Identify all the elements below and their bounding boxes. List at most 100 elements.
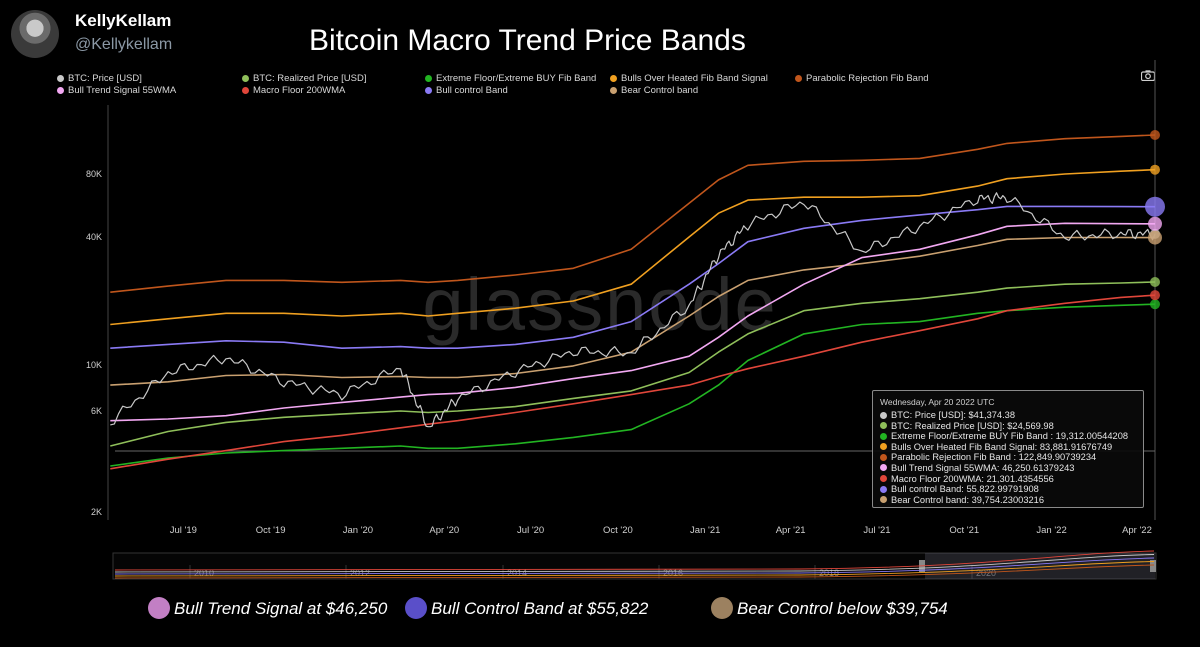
x-tick-label: Jan '20 [343, 525, 373, 536]
y-tick-label: 6K [91, 406, 102, 416]
x-tick-label: Oct '19 [256, 525, 286, 536]
legend-label: Parabolic Rejection Fib Band [806, 73, 929, 84]
legend-label: BTC: Realized Price [USD] [253, 73, 367, 84]
legend-item[interactable]: Extreme Floor/Extreme BUY Fib Band [425, 73, 596, 84]
legend-swatch [795, 74, 802, 82]
legend-item[interactable]: Bear Control band [610, 85, 698, 96]
tooltip-row: Bulls Over Heated Fib Band Signal: 83,88… [880, 442, 1136, 453]
series-line [110, 236, 1156, 386]
tooltip-row: Bull control Band: 55,822.99791908 [880, 484, 1136, 495]
tooltip-date: Wednesday, Apr 20 2022 UTC [880, 397, 995, 407]
legend-swatch [242, 86, 249, 94]
tooltip-row: BTC: Realized Price [USD]: $24,569.98 [880, 421, 1136, 432]
minimap-series-line [114, 557, 1155, 575]
legend-item[interactable]: Parabolic Rejection Fib Band [795, 73, 929, 84]
tooltip-row: Extreme Floor/Extreme BUY Fib Band : 19,… [880, 431, 1136, 442]
tooltip-swatch [880, 453, 887, 461]
series-line [110, 281, 1156, 447]
x-tick-label: Jan '21 [690, 525, 720, 536]
legend-item[interactable]: Macro Floor 200WMA [242, 85, 345, 96]
legend-item[interactable]: Bull control Band [425, 85, 508, 96]
legend-item[interactable]: BTC: Price [USD] [57, 73, 142, 84]
legend-swatch [57, 86, 64, 94]
legend-label: Bear Control band [621, 85, 699, 96]
tooltip-swatch [880, 422, 887, 430]
minimap-series-line [114, 561, 1155, 577]
display-name[interactable]: KellyKellam [75, 11, 172, 30]
annotation-bear-control: Bear Control below $39,754 [711, 597, 948, 619]
legend-swatch [610, 86, 617, 94]
legend-swatch [57, 74, 64, 82]
series-end-marker [1150, 130, 1160, 141]
tooltip-text: Bull control Band: 55,822.99791908 [891, 484, 1039, 495]
tooltip-text: Extreme Floor/Extreme BUY Fib Band : 19,… [891, 431, 1129, 442]
annotation-marker [148, 597, 170, 619]
series-end-marker [1150, 299, 1160, 310]
series-line [110, 294, 1156, 470]
legend-swatch [425, 86, 432, 94]
minimap-series-line [114, 550, 1155, 571]
legend-swatch [242, 74, 249, 82]
series-line [110, 134, 1156, 293]
series-end-marker [1150, 164, 1160, 175]
tooltip-text: Bear Control band: 39,754.23003216 [891, 494, 1045, 505]
x-tick-label: Jul '19 [170, 525, 197, 536]
tooltip-swatch [880, 475, 887, 483]
legend-label: BTC: Price [USD] [68, 73, 142, 84]
x-tick-label: Jul '20 [517, 525, 544, 536]
data-tooltip: Wednesday, Apr 20 2022 UTC BTC: Price [U… [872, 390, 1144, 508]
x-tick-label: Jan '22 [1036, 525, 1066, 536]
y-tick-label: 80K [86, 169, 102, 179]
tooltip-row: Bear Control band: 39,754.23003216 [880, 495, 1136, 506]
tooltip-swatch [880, 485, 887, 493]
series-line [110, 222, 1156, 422]
tooltip-text: Bull Trend Signal 55WMA: 46,250.61379243 [891, 462, 1075, 473]
legend-swatch [610, 74, 617, 82]
tooltip-swatch [880, 432, 887, 440]
y-tick-label: 2K [91, 507, 102, 517]
x-tick-label: Apr '22 [1122, 525, 1152, 536]
legend-label: Bull control Band [436, 85, 508, 96]
minimap-year-label: 2010 [194, 568, 214, 578]
tooltip-swatch [880, 464, 887, 472]
annotation-marker [711, 597, 733, 619]
legend-label: Extreme Floor/Extreme BUY Fib Band [436, 73, 597, 84]
tooltip-text: Parabolic Rejection Fib Band : 122,849.9… [891, 452, 1097, 463]
y-tick-label: 10K [86, 360, 102, 370]
legend-label: Bull Trend Signal 55WMA [68, 85, 177, 96]
legend-item[interactable]: Bulls Over Heated Fib Band Signal [610, 73, 768, 84]
tooltip-swatch [880, 411, 887, 419]
minimap-handle-right[interactable] [1150, 560, 1156, 572]
y-tick-label: 40K [86, 232, 102, 242]
legend-label: Macro Floor 200WMA [253, 85, 346, 96]
minimap-series-line [114, 554, 1155, 573]
tooltip-text: BTC: Realized Price [USD]: $24,569.98 [891, 420, 1054, 431]
legend-label: Bulls Over Heated Fib Band Signal [621, 73, 768, 84]
x-tick-label: Jul '21 [863, 525, 890, 536]
legend-item[interactable]: Bull Trend Signal 55WMA [57, 85, 176, 96]
series-line [110, 205, 1156, 349]
annotation-text: Bull Trend Signal at $46,250 [174, 599, 388, 618]
tooltip-swatch [880, 496, 887, 504]
watermark: glassnode [422, 263, 777, 346]
user-handle[interactable]: @Kellykellam [75, 36, 173, 53]
annotation-marker [405, 597, 427, 619]
chart-title: Bitcoin Macro Trend Price Bands [309, 24, 746, 57]
x-tick-label: Apr '21 [776, 525, 806, 536]
annotation-text: Bear Control below $39,754 [737, 599, 948, 618]
series-line [110, 303, 1156, 467]
series-end-marker [1150, 290, 1160, 301]
tooltip-text: BTC: Price [USD]: $41,374.38 [891, 410, 1016, 420]
series-end-marker [1148, 216, 1162, 231]
series-line [110, 168, 1156, 326]
tooltip-swatch [880, 443, 887, 451]
avatar[interactable] [11, 10, 59, 58]
tooltip-text: Macro Floor 200WMA: 21,301.4354556 [891, 473, 1054, 484]
legend-swatch [425, 74, 432, 82]
legend-item[interactable]: BTC: Realized Price [USD] [242, 73, 367, 84]
minimap-navigator[interactable] [112, 552, 1157, 580]
tooltip-row: Bull Trend Signal 55WMA: 46,250.61379243 [880, 463, 1136, 474]
tooltip-row: Macro Floor 200WMA: 21,301.4354556 [880, 474, 1136, 485]
